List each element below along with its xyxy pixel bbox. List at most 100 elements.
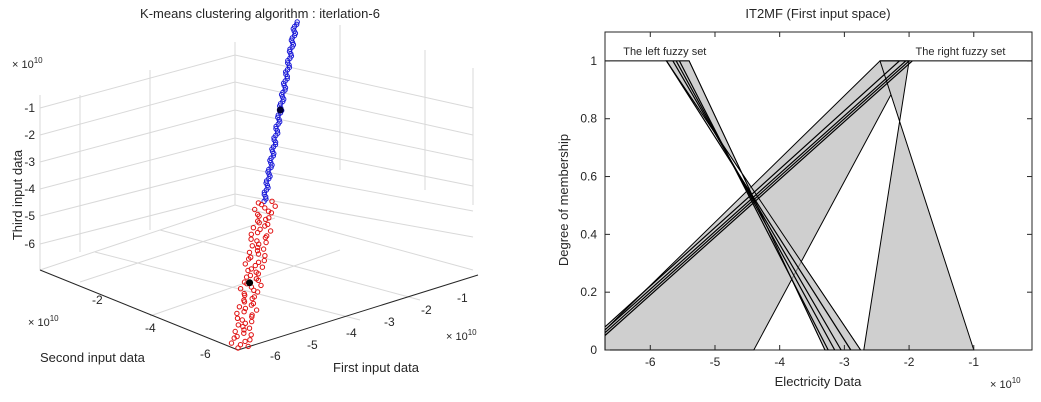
fuzzy-set-annotation: The left fuzzy set — [623, 46, 706, 58]
scatter-point — [249, 243, 256, 249]
right-set-member-line — [604, 60, 910, 334]
y-tick-label: -6 — [200, 347, 211, 361]
chart-3d-scatter: K-means clustering algorithm : iterlatio… — [10, 6, 479, 375]
y-tick-label: 0.6 — [580, 170, 597, 184]
y-tick-label: -4 — [145, 321, 156, 335]
scatter-point — [242, 338, 248, 345]
y-tick-label: -2 — [92, 293, 103, 307]
scatter-point — [252, 262, 259, 269]
scatter-point — [258, 282, 264, 289]
z-tick-label: -6 — [24, 237, 35, 251]
z-tick-label: -3 — [24, 155, 35, 169]
fuzzy-set-annotation: The right fuzzy set — [916, 46, 1006, 58]
scatter-point — [267, 228, 274, 234]
chart-title-right: IT2MF (First input space) — [745, 6, 890, 21]
z-tick-labels: -1 -2 -3 -4 -5 -6 — [24, 101, 35, 251]
scatter-point — [239, 317, 246, 323]
x-tick-label: -2 — [904, 355, 915, 369]
scatter-point — [262, 223, 268, 229]
scatter-point — [248, 332, 254, 338]
centroid-point — [276, 106, 284, 114]
z-tick-label: -2 — [24, 128, 35, 142]
scatter-point — [231, 335, 237, 341]
scatter-point — [273, 126, 279, 132]
x-tick-label: -4 — [774, 355, 785, 369]
scatter-point — [262, 253, 268, 259]
y-tick-label: 0.2 — [580, 285, 597, 299]
scatter-point — [235, 345, 241, 351]
scatter-point — [265, 208, 272, 214]
scatter-point — [254, 248, 261, 254]
x-axis-line-3d — [237, 274, 479, 351]
x-axis-label: Electricity Data — [775, 374, 862, 389]
scatter-point — [260, 246, 267, 252]
chart-title-left: K-means clustering algorithm : iterlatio… — [140, 6, 380, 21]
scatter-point — [241, 297, 247, 303]
z-exponent-label: × 1010 — [12, 56, 43, 71]
scatter-point — [263, 196, 269, 202]
x-tick-label: -6 — [270, 349, 281, 363]
scatter-point — [234, 310, 240, 317]
z-axis-label: Third input data — [10, 149, 25, 240]
scatter-point — [241, 309, 247, 315]
it2mf-plot-area: -6 -5 -4 -3 -2 -1 0 0.2 0.4 0.6 0.8 1 The left fuzzy… — [580, 31, 1033, 369]
left-set-member-line — [665, 60, 852, 351]
scatter-point — [275, 114, 281, 121]
y-axis-label: Degree of membership — [556, 134, 571, 266]
scatter-point — [286, 48, 293, 55]
y-axis-line-3d — [39, 269, 239, 351]
scatter-point — [271, 137, 277, 143]
scatter-point — [255, 200, 262, 206]
scatter-point — [261, 191, 267, 198]
scatter-point — [228, 340, 235, 346]
scatter-point — [275, 130, 281, 136]
scatter-point — [259, 264, 266, 270]
x-tick-label: -2 — [421, 303, 432, 317]
scatter-point — [248, 266, 255, 272]
x-tick-labels-3d: -6 -5 -4 -3 -2 -1 — [270, 291, 468, 363]
scatter-point — [241, 327, 247, 333]
scatter-point — [249, 318, 255, 325]
scatter-point — [236, 304, 243, 310]
x-tick-label: -5 — [307, 338, 318, 352]
scatter-point — [246, 249, 253, 256]
y-tick-label: 0 — [590, 343, 597, 357]
scatter-point — [255, 259, 262, 265]
x-tick-label: -1 — [457, 291, 468, 305]
scatter-point — [234, 315, 241, 321]
scatter-point — [248, 231, 255, 238]
scatter-point — [234, 333, 240, 340]
scatter-point — [268, 210, 275, 216]
scatter-point — [237, 286, 244, 292]
z-tick-label: -1 — [24, 101, 35, 115]
x-tick-label: -6 — [645, 355, 656, 369]
y-exponent-label: × 1010 — [28, 314, 59, 329]
chart-it2mf: IT2MF (First input space) -6 -5 -4 -3 -2 -1 0 0… — [556, 6, 1033, 391]
x-tick-label: -3 — [839, 355, 850, 369]
x-tick-label: -5 — [710, 355, 721, 369]
scatter-point — [247, 337, 253, 343]
scatter-point — [266, 215, 272, 221]
scatter-point — [242, 261, 249, 267]
x-exponent-label: × 1010 — [446, 328, 477, 343]
scatter-points — [228, 19, 300, 351]
scatter-point — [285, 60, 291, 66]
scatter-point — [252, 206, 258, 213]
scatter-point — [277, 119, 283, 125]
scatter-point — [242, 305, 249, 312]
scatter-point — [253, 276, 260, 282]
x-tick-label: -1 — [968, 355, 979, 369]
scatter-point — [247, 272, 254, 279]
y-tick-label: 0.4 — [580, 227, 597, 241]
x-axis-label-3d: First input data — [333, 360, 420, 375]
scatter-point — [246, 325, 253, 331]
scatter-point — [241, 330, 247, 336]
scatter-point — [263, 239, 269, 246]
scatter-point — [253, 307, 260, 313]
scatter-point — [272, 141, 279, 148]
scatter-point — [250, 225, 257, 231]
right-set-member-line — [604, 60, 900, 328]
scatter-point — [261, 257, 267, 264]
scatter-point — [294, 21, 300, 27]
